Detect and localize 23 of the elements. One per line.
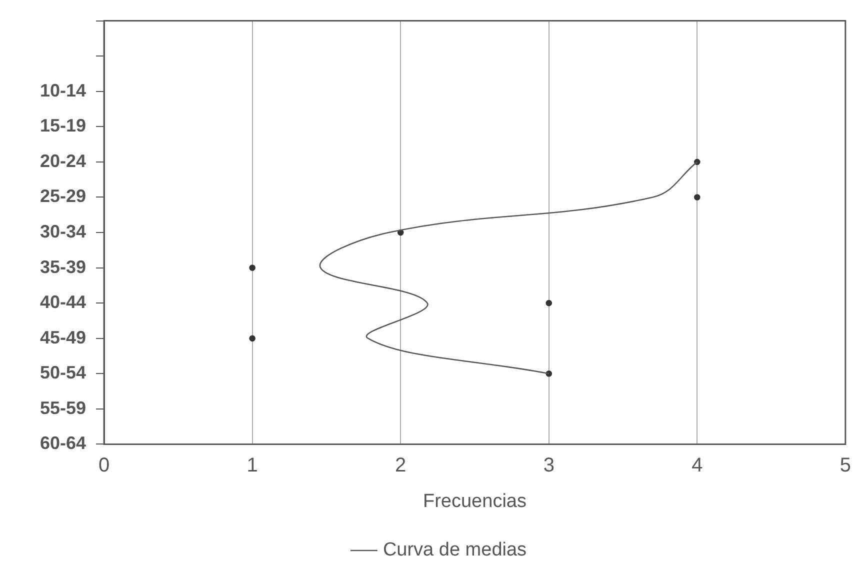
y-tick-label: 15-19 [40,116,86,136]
x-axis-title: Frecuencias [422,490,526,512]
y-tick-label: 45-49 [40,327,86,348]
point [546,300,552,306]
x-tick-label: 5 [840,454,851,477]
point [249,335,256,342]
y-tick-label: 60-64 [40,433,86,454]
legend-label: Curva de medias [382,540,527,561]
point [249,264,256,271]
x-tick-label: 1 [246,454,258,477]
x-tick-label: 2 [395,454,406,477]
y-tick-label: 35-39 [40,256,86,277]
y-tick-label: 40-44 [40,292,86,312]
x-tick-label: 0 [98,454,110,477]
point [694,194,700,200]
y-tick-label: 25-29 [40,186,86,206]
y-tick-label: 55-59 [40,398,86,418]
x-tick-label: 3 [543,454,554,477]
y-tick-label: 50-54 [40,362,86,383]
y-tick-label: 20-24 [40,150,86,171]
y-tick-label: 10-14 [40,80,86,100]
x-tick-label: 4 [692,454,703,477]
y-tick-label: 30-34 [40,221,86,242]
